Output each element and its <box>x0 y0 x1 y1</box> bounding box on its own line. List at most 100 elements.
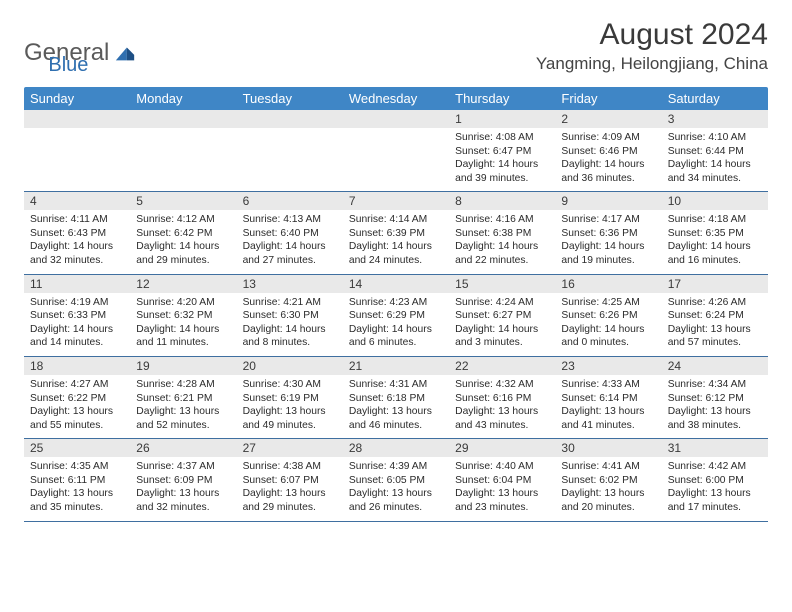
day-number: 27 <box>237 439 343 457</box>
sunset-line: Sunset: 6:05 PM <box>349 474 443 488</box>
day-cell <box>130 128 236 191</box>
day-cell: Sunrise: 4:21 AMSunset: 6:30 PMDaylight:… <box>237 293 343 356</box>
daylight-line: and 24 minutes. <box>349 254 443 268</box>
day-number: 28 <box>343 439 449 457</box>
sunrise-line: Sunrise: 4:26 AM <box>668 296 762 310</box>
logo: General Blue <box>24 18 88 77</box>
daylight-line: and 16 minutes. <box>668 254 762 268</box>
daylight-line: Daylight: 14 hours <box>455 158 549 172</box>
day-cell: Sunrise: 4:08 AMSunset: 6:47 PMDaylight:… <box>449 128 555 191</box>
daylight-line: Daylight: 13 hours <box>455 405 549 419</box>
day-cell: Sunrise: 4:39 AMSunset: 6:05 PMDaylight:… <box>343 457 449 520</box>
day-number: 3 <box>662 110 768 128</box>
sunrise-line: Sunrise: 4:28 AM <box>136 378 230 392</box>
day-number: 10 <box>662 192 768 210</box>
day-cell: Sunrise: 4:34 AMSunset: 6:12 PMDaylight:… <box>662 375 768 438</box>
daylight-line: Daylight: 14 hours <box>349 323 443 337</box>
sunrise-line: Sunrise: 4:12 AM <box>136 213 230 227</box>
daylight-line: Daylight: 14 hours <box>668 240 762 254</box>
day-number: 24 <box>662 357 768 375</box>
sunrise-line: Sunrise: 4:14 AM <box>349 213 443 227</box>
sunrise-line: Sunrise: 4:31 AM <box>349 378 443 392</box>
daylight-line: and 22 minutes. <box>455 254 549 268</box>
daylight-line: and 27 minutes. <box>243 254 337 268</box>
sunrise-line: Sunrise: 4:39 AM <box>349 460 443 474</box>
daylight-line: and 49 minutes. <box>243 419 337 433</box>
sunset-line: Sunset: 6:30 PM <box>243 309 337 323</box>
daylight-line: Daylight: 13 hours <box>561 405 655 419</box>
sunset-line: Sunset: 6:21 PM <box>136 392 230 406</box>
sunset-line: Sunset: 6:40 PM <box>243 227 337 241</box>
daylight-line: and 32 minutes. <box>30 254 124 268</box>
day-number: 25 <box>24 439 130 457</box>
sunset-line: Sunset: 6:26 PM <box>561 309 655 323</box>
daylight-line: and 39 minutes. <box>455 172 549 186</box>
sunrise-line: Sunrise: 4:41 AM <box>561 460 655 474</box>
daylight-line: and 23 minutes. <box>455 501 549 515</box>
daylight-line: Daylight: 14 hours <box>668 158 762 172</box>
sunrise-line: Sunrise: 4:13 AM <box>243 213 337 227</box>
daylight-line: Daylight: 14 hours <box>349 240 443 254</box>
sunset-line: Sunset: 6:02 PM <box>561 474 655 488</box>
sunrise-line: Sunrise: 4:42 AM <box>668 460 762 474</box>
daylight-line: Daylight: 13 hours <box>455 487 549 501</box>
day-cell: Sunrise: 4:38 AMSunset: 6:07 PMDaylight:… <box>237 457 343 520</box>
day-number <box>237 110 343 128</box>
sunrise-line: Sunrise: 4:10 AM <box>668 131 762 145</box>
daylight-line: and 57 minutes. <box>668 336 762 350</box>
weekday-label: Wednesday <box>343 87 449 110</box>
sunset-line: Sunset: 6:44 PM <box>668 145 762 159</box>
sunrise-line: Sunrise: 4:19 AM <box>30 296 124 310</box>
daylight-line: and 52 minutes. <box>136 419 230 433</box>
day-number: 16 <box>555 275 661 293</box>
sunset-line: Sunset: 6:46 PM <box>561 145 655 159</box>
sunset-line: Sunset: 6:11 PM <box>30 474 124 488</box>
weekday-header: SundayMondayTuesdayWednesdayThursdayFrid… <box>24 87 768 110</box>
sunrise-line: Sunrise: 4:32 AM <box>455 378 549 392</box>
sunrise-line: Sunrise: 4:37 AM <box>136 460 230 474</box>
day-number: 22 <box>449 357 555 375</box>
day-number: 14 <box>343 275 449 293</box>
calendar-grid: 123Sunrise: 4:08 AMSunset: 6:47 PMDaylig… <box>24 110 768 522</box>
day-info-row: Sunrise: 4:19 AMSunset: 6:33 PMDaylight:… <box>24 293 768 356</box>
day-cell: Sunrise: 4:42 AMSunset: 6:00 PMDaylight:… <box>662 457 768 520</box>
sunset-line: Sunset: 6:22 PM <box>30 392 124 406</box>
sunrise-line: Sunrise: 4:17 AM <box>561 213 655 227</box>
sunrise-line: Sunrise: 4:35 AM <box>30 460 124 474</box>
daylight-line: and 3 minutes. <box>455 336 549 350</box>
daylight-line: Daylight: 13 hours <box>349 405 443 419</box>
sunset-line: Sunset: 6:19 PM <box>243 392 337 406</box>
sunrise-line: Sunrise: 4:18 AM <box>668 213 762 227</box>
week-row: 25262728293031Sunrise: 4:35 AMSunset: 6:… <box>24 439 768 521</box>
sunset-line: Sunset: 6:14 PM <box>561 392 655 406</box>
day-number: 23 <box>555 357 661 375</box>
day-number: 15 <box>449 275 555 293</box>
calendar-page: General Blue August 2024 Yangming, Heilo… <box>0 0 792 532</box>
daylight-line: and 43 minutes. <box>455 419 549 433</box>
daylight-line: and 34 minutes. <box>668 172 762 186</box>
day-number: 18 <box>24 357 130 375</box>
sunset-line: Sunset: 6:07 PM <box>243 474 337 488</box>
day-number: 2 <box>555 110 661 128</box>
sunrise-line: Sunrise: 4:09 AM <box>561 131 655 145</box>
day-cell: Sunrise: 4:37 AMSunset: 6:09 PMDaylight:… <box>130 457 236 520</box>
sunrise-line: Sunrise: 4:38 AM <box>243 460 337 474</box>
day-number <box>24 110 130 128</box>
daylight-line: Daylight: 13 hours <box>243 487 337 501</box>
day-number-row: 45678910 <box>24 192 768 210</box>
daylight-line: Daylight: 14 hours <box>30 240 124 254</box>
day-cell: Sunrise: 4:11 AMSunset: 6:43 PMDaylight:… <box>24 210 130 273</box>
weekday-label: Friday <box>555 87 661 110</box>
weekday-label: Saturday <box>662 87 768 110</box>
location-label: Yangming, Heilongjiang, China <box>536 54 768 74</box>
daylight-line: Daylight: 14 hours <box>136 323 230 337</box>
day-number: 1 <box>449 110 555 128</box>
sunset-line: Sunset: 6:29 PM <box>349 309 443 323</box>
daylight-line: Daylight: 13 hours <box>561 487 655 501</box>
daylight-line: and 46 minutes. <box>349 419 443 433</box>
daylight-line: and 11 minutes. <box>136 336 230 350</box>
daylight-line: Daylight: 13 hours <box>136 487 230 501</box>
sunset-line: Sunset: 6:24 PM <box>668 309 762 323</box>
sunrise-line: Sunrise: 4:16 AM <box>455 213 549 227</box>
sunset-line: Sunset: 6:27 PM <box>455 309 549 323</box>
